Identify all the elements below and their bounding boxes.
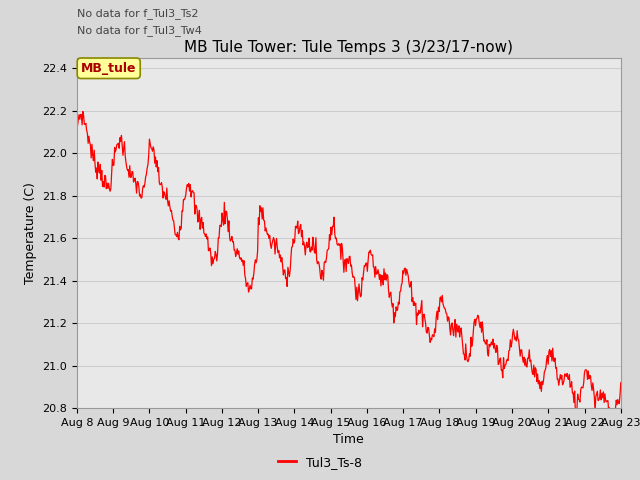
Title: MB Tule Tower: Tule Temps 3 (3/23/17-now): MB Tule Tower: Tule Temps 3 (3/23/17-now… xyxy=(184,40,513,55)
Text: MB_tule: MB_tule xyxy=(81,62,136,75)
Text: No data for f_Tul3_Ts2: No data for f_Tul3_Ts2 xyxy=(77,8,198,19)
Text: No data for f_Tul3_Tw4: No data for f_Tul3_Tw4 xyxy=(77,24,202,36)
Y-axis label: Temperature (C): Temperature (C) xyxy=(24,182,36,284)
X-axis label: Time: Time xyxy=(333,433,364,446)
Legend: Tul3_Ts-8: Tul3_Ts-8 xyxy=(273,451,367,474)
